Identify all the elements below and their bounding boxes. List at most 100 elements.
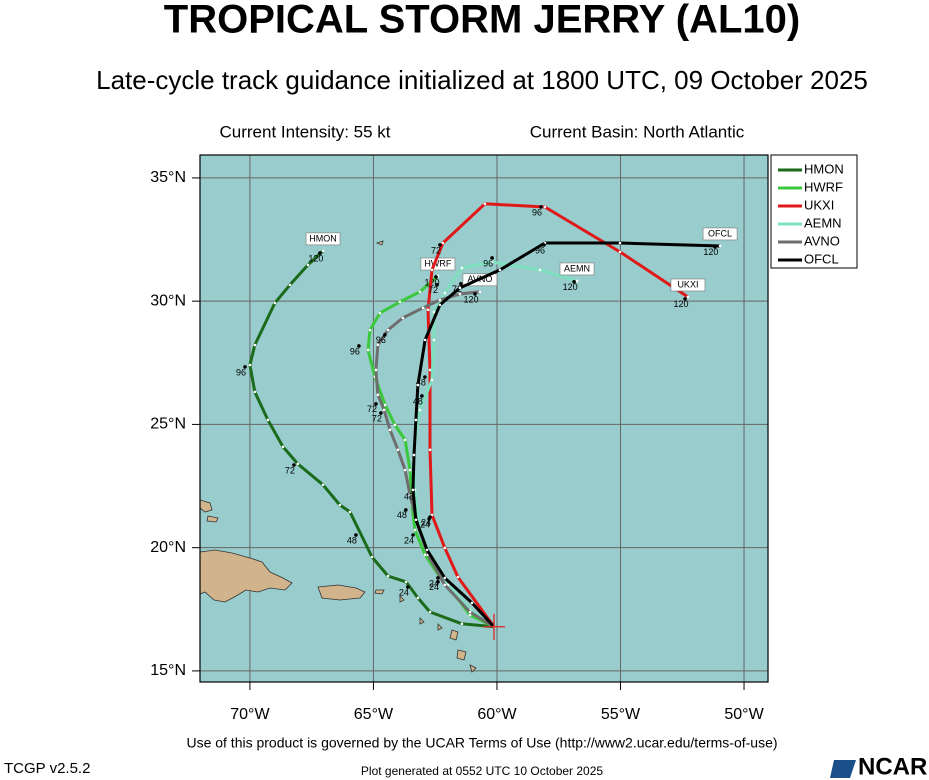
track-point xyxy=(456,575,460,579)
track-point xyxy=(273,301,277,305)
forecast-hour-label: 120 xyxy=(563,282,578,292)
forecast-hour-label: 96 xyxy=(483,258,493,268)
track-point xyxy=(428,610,432,614)
y-tick-label: 20°N xyxy=(150,539,186,556)
track-point xyxy=(430,378,434,382)
track-point xyxy=(460,622,464,626)
forecast-hour-point xyxy=(354,533,358,537)
forecast-hour-point xyxy=(427,517,431,521)
legend-label: OFCL xyxy=(804,251,839,266)
info-basin: Current Basin: North Atlantic xyxy=(530,122,745,141)
track-end-box xyxy=(559,262,595,276)
track-end-box xyxy=(305,232,341,246)
forecast-hour-label: 96 xyxy=(532,207,542,217)
legend-box xyxy=(770,154,858,269)
track-point xyxy=(438,303,442,307)
track-point xyxy=(443,291,447,295)
track-point xyxy=(393,423,397,427)
legend: HMON HWRF UKXI AEMN AVNO OFCL xyxy=(778,161,844,266)
forecast-hour-label: 96 xyxy=(535,245,545,255)
track-point xyxy=(248,363,252,367)
forecast-hour-point xyxy=(292,463,296,467)
track-point xyxy=(376,343,380,347)
forecast-hour-point xyxy=(434,275,438,279)
track-point xyxy=(414,418,418,422)
track-point xyxy=(423,338,427,342)
chart-title: TROPICAL STORM JERRY (AL10) xyxy=(164,0,800,42)
forecast-hour-point xyxy=(404,508,408,512)
hispaniola xyxy=(199,549,293,603)
forecast-hour-point xyxy=(459,282,463,286)
track-end-label: HMON xyxy=(309,233,337,243)
track-point xyxy=(483,202,487,206)
forecast-hour-point xyxy=(713,245,717,249)
track-point xyxy=(421,306,425,310)
forecast-hour-point xyxy=(436,580,440,584)
track-point xyxy=(412,453,416,457)
track-point xyxy=(418,408,422,412)
track-end-box xyxy=(670,278,706,292)
forecast-hour-label: 48 xyxy=(397,510,407,520)
forecast-hour-point xyxy=(435,283,439,287)
island xyxy=(206,515,219,523)
track-point xyxy=(376,393,380,397)
forecast-hour-label: 120 xyxy=(464,294,479,304)
track-point xyxy=(398,300,402,304)
track-point xyxy=(543,205,547,209)
track-point xyxy=(253,343,257,347)
x-tick-label: 60°W xyxy=(477,706,517,723)
track-point xyxy=(374,368,378,372)
forecast-hour-point xyxy=(243,365,247,369)
track-point xyxy=(368,328,372,332)
legend-label: AEMN xyxy=(804,215,842,230)
forecast-hour-point xyxy=(683,297,687,301)
x-tick-label: 70°W xyxy=(230,706,270,723)
track-point xyxy=(321,249,325,253)
y-tick-label: 25°N xyxy=(150,416,186,433)
x-tick-label: 65°W xyxy=(354,706,394,723)
track-end-label: OFCL xyxy=(708,228,732,238)
track-point xyxy=(338,503,342,507)
legend-label: HWRF xyxy=(804,179,843,194)
forecast-hour-point xyxy=(490,256,494,260)
track-point xyxy=(428,368,432,372)
track-point xyxy=(403,468,407,472)
track-point xyxy=(382,408,386,412)
x-tick-label: 50°W xyxy=(724,706,764,723)
track-point xyxy=(441,241,445,245)
track-point xyxy=(428,448,432,452)
forecast-hour-label: 48 xyxy=(416,377,426,387)
forecast-hour-label: 120 xyxy=(308,253,323,263)
track-point xyxy=(416,383,420,387)
forecast-hour-point xyxy=(423,375,427,379)
track-point xyxy=(401,316,405,320)
track-end-label: AEMN xyxy=(564,263,590,273)
island xyxy=(456,649,467,661)
island xyxy=(375,240,384,246)
track-point xyxy=(618,250,622,254)
x-tick-label: 55°W xyxy=(601,706,641,723)
island xyxy=(399,595,443,631)
forecast-hour-point xyxy=(411,533,415,537)
track-point xyxy=(618,241,622,245)
forecast-hour-label: 72 xyxy=(367,404,377,414)
footer-terms: Use of this product is governed by the U… xyxy=(186,735,777,751)
island xyxy=(374,589,385,595)
track-point xyxy=(718,244,722,248)
track-point xyxy=(458,292,462,296)
info-intensity: Current Intensity: 55 kt xyxy=(219,122,390,141)
track-point xyxy=(423,553,427,557)
track-line xyxy=(248,249,495,629)
track-point xyxy=(266,418,270,422)
forecast-hour-point xyxy=(473,292,477,296)
track-point xyxy=(443,546,447,550)
puerto-rico xyxy=(317,584,366,601)
track-point xyxy=(418,290,422,294)
y-tick-label: 30°N xyxy=(150,292,186,309)
track-point xyxy=(468,610,472,614)
track-point xyxy=(430,513,434,517)
track-point xyxy=(348,510,352,514)
version: TCGP v2.5.2 xyxy=(4,760,90,777)
forecast-hour-point xyxy=(383,333,387,337)
generated-note: Plot generated at 0552 UTC 10 October 20… xyxy=(361,764,603,778)
